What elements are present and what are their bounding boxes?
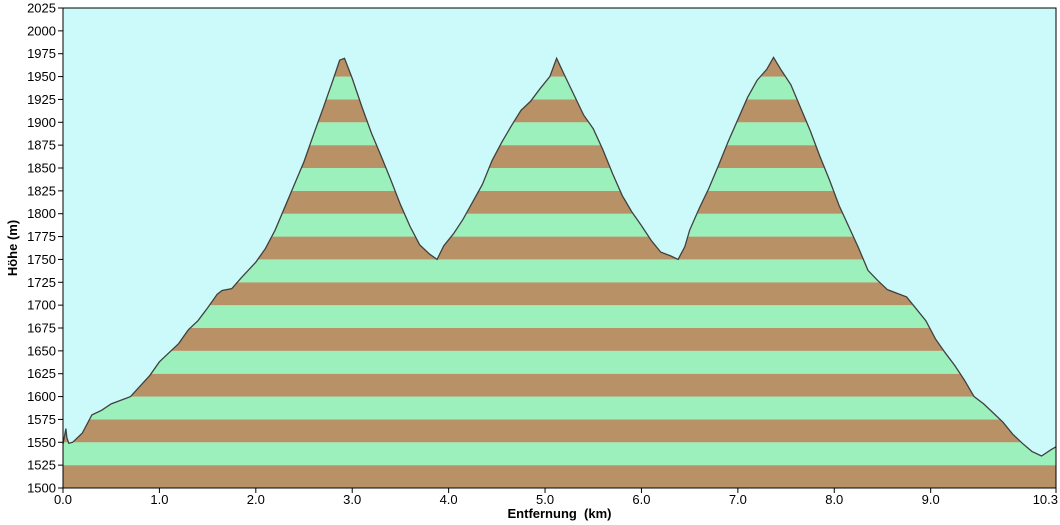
y-tick-label: 2025 [27, 1, 56, 16]
y-tick-label: 1850 [27, 161, 56, 176]
y-tick-label: 1875 [27, 138, 56, 153]
y-tick-label: 1675 [27, 321, 56, 336]
elevation-band [63, 396, 1056, 420]
elevation-band [63, 442, 1056, 466]
y-tick-label: 1800 [27, 206, 56, 221]
elevation-band [63, 465, 1056, 488]
elevation-band [63, 145, 1056, 168]
y-tick-label: 1750 [27, 252, 56, 267]
y-tick-label: 1650 [27, 343, 56, 358]
y-tick-label: 1550 [27, 435, 56, 450]
y-axis-title: Höhe (m) [5, 220, 20, 276]
y-tick-label: 1775 [27, 229, 56, 244]
x-tick-label: 1.0 [150, 492, 168, 507]
x-tick-label: 7.0 [729, 492, 747, 507]
elevation-band [63, 373, 1056, 397]
y-tick-label: 1525 [27, 458, 56, 473]
y-axis: 1500 1525 1550 1575 1600 1625 1650 1675 1700 1725… [27, 1, 63, 496]
x-tick-label: 2.0 [247, 492, 265, 507]
elevation-band [63, 190, 1056, 214]
y-tick-label: 1700 [27, 298, 56, 313]
y-tick-label: 1625 [27, 366, 56, 381]
y-tick-label: 2000 [27, 23, 56, 38]
elevation-bands [63, 57, 1056, 488]
y-tick-label: 1575 [27, 412, 56, 427]
x-tick-label: 8.0 [825, 492, 843, 507]
x-tick-label: 6.0 [632, 492, 650, 507]
elevation-band [63, 236, 1056, 260]
y-tick-label: 1725 [27, 275, 56, 290]
plot-frame [62, 7, 1057, 489]
y-tick-label: 1975 [27, 46, 56, 61]
elevation-band [63, 305, 1056, 328]
elevation-profile-line [62, 56, 1057, 457]
x-tick-label: 10.3 [1033, 492, 1058, 507]
elevation-band [63, 350, 1056, 374]
elevation-band [63, 282, 1056, 306]
y-tick-label: 1500 [27, 481, 56, 496]
elevation-band [63, 259, 1056, 283]
x-axis-title: Entfernung (km) [508, 506, 612, 521]
x-tick-label: 0.0 [54, 492, 72, 507]
x-tick-label: 9.0 [922, 492, 940, 507]
y-tick-label: 1950 [27, 69, 56, 84]
y-tick-label: 1925 [27, 92, 56, 107]
x-tick-label: 4.0 [440, 492, 458, 507]
y-tick-label: 1600 [27, 389, 56, 404]
elevation-band [63, 168, 1056, 191]
x-tick-label: 5.0 [536, 492, 554, 507]
y-tick-label: 1900 [27, 115, 56, 130]
x-axis: 0.0 1.0 2.0 3.0 4.0 5.0 6.0 7.0 8.0 9.0 10.3 [54, 488, 1058, 507]
elevation-band [63, 213, 1056, 237]
elevation-band [63, 328, 1056, 351]
x-tick-label: 3.0 [343, 492, 361, 507]
elevation-band [63, 419, 1056, 443]
y-tick-label: 1825 [27, 183, 56, 198]
